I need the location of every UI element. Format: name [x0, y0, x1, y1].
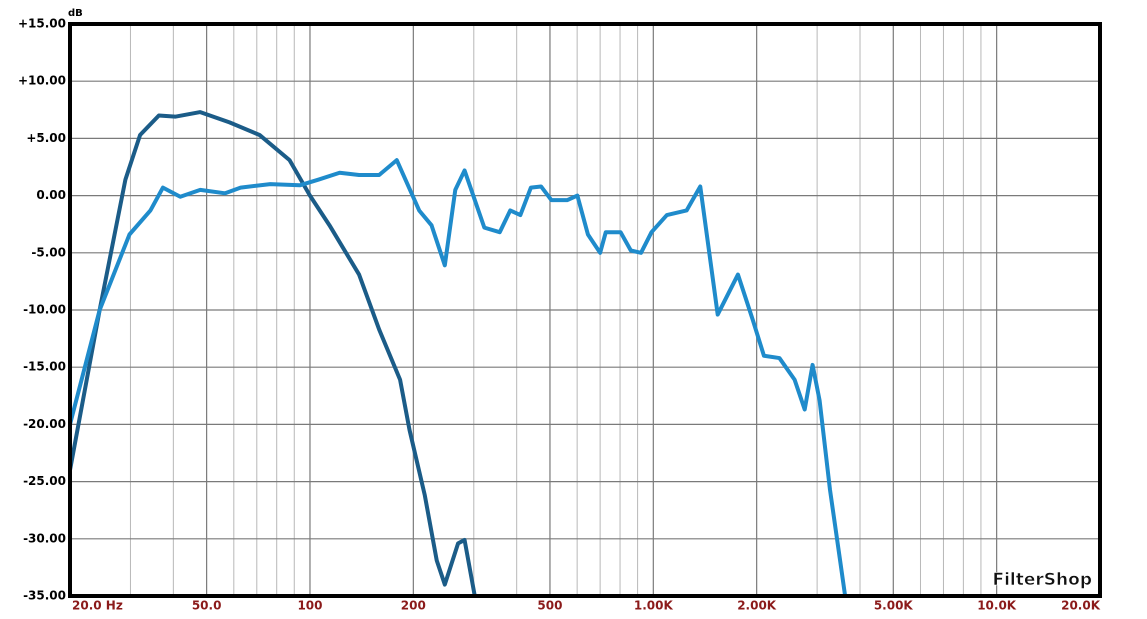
y-unit-label: dB — [68, 8, 83, 19]
plot-frame — [68, 22, 1102, 598]
x-tick-label: 100 — [297, 599, 322, 613]
y-tick-label: -35.00 — [23, 589, 66, 603]
x-tick-label: 20.0K — [1061, 599, 1101, 613]
y-tick-label: -15.00 — [23, 360, 66, 374]
y-tick-label: +5.00 — [26, 131, 66, 145]
response-line — [68, 110, 1102, 598]
response-line — [68, 158, 1102, 598]
y-tick-label: -25.00 — [23, 474, 66, 488]
x-tick-label: 1.00K — [634, 599, 674, 613]
y-tick-label: +10.00 — [18, 74, 66, 88]
y-tick-label: -10.00 — [23, 303, 66, 317]
y-tick-label: -5.00 — [31, 245, 66, 259]
x-tick-label: 200 — [401, 599, 426, 613]
y-tick-label: -20.00 — [23, 417, 66, 431]
y-tick-label: +15.00 — [18, 17, 66, 31]
y-tick-label: -30.00 — [23, 531, 66, 545]
x-tick-label: 2.00K — [737, 599, 777, 613]
x-tick-label: 20.0 Hz — [72, 599, 123, 613]
watermark: FilterShop — [992, 570, 1092, 590]
x-tick-label: 500 — [537, 599, 562, 613]
y-tick-label: 0.00 — [36, 188, 66, 202]
x-tick-label: 50.0 — [192, 599, 222, 613]
x-tick-label: 5.00K — [874, 599, 914, 613]
x-tick-label: 10.0K — [977, 599, 1017, 613]
